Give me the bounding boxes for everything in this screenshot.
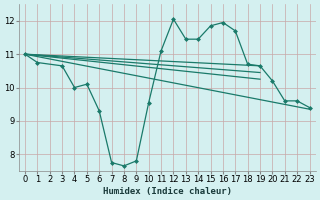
X-axis label: Humidex (Indice chaleur): Humidex (Indice chaleur) [103,187,232,196]
